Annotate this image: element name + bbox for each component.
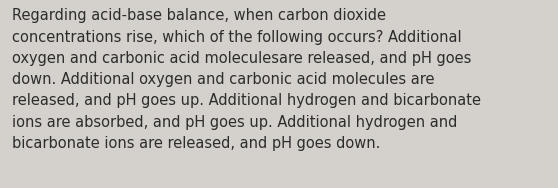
Text: Regarding acid-base balance, when carbon dioxide
concentrations rise, which of t: Regarding acid-base balance, when carbon… xyxy=(12,8,482,151)
